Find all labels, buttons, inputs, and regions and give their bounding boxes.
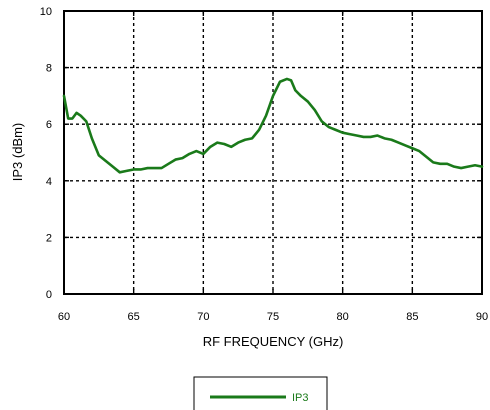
series-layer <box>62 77 484 174</box>
x-tick-label-60: 60 <box>58 311 70 323</box>
legend: IP3 <box>193 376 328 410</box>
y-tick-label-2: 2 <box>46 232 52 244</box>
y-tick-label-6: 6 <box>46 119 52 131</box>
y-tick-label-4: 4 <box>46 176 52 188</box>
x-tick-label-70: 70 <box>197 311 209 323</box>
tick-labels: 60 65 70 75 80 85 90 0 2 4 6 8 10 <box>40 6 488 323</box>
y-tick-label-10: 10 <box>40 6 52 18</box>
x-tick-label-75: 75 <box>267 311 279 323</box>
series-line-ip3 <box>62 77 484 174</box>
x-tick-label-90: 90 <box>476 311 488 323</box>
x-tick-label-65: 65 <box>128 311 140 323</box>
y-tick-label-8: 8 <box>46 63 52 75</box>
y-tick-label-0: 0 <box>46 289 52 301</box>
x-tick-label-85: 85 <box>406 311 418 323</box>
grid-lines <box>64 11 482 294</box>
legend-box <box>193 376 328 410</box>
y-axis-title: IP3 (dBm) <box>10 123 25 182</box>
axis-ticks <box>63 10 483 295</box>
x-axis-title: RF FREQUENCY (GHz) <box>203 334 344 349</box>
x-tick-label-80: 80 <box>337 311 349 323</box>
legend-label-ip3: IP3 <box>292 392 309 404</box>
